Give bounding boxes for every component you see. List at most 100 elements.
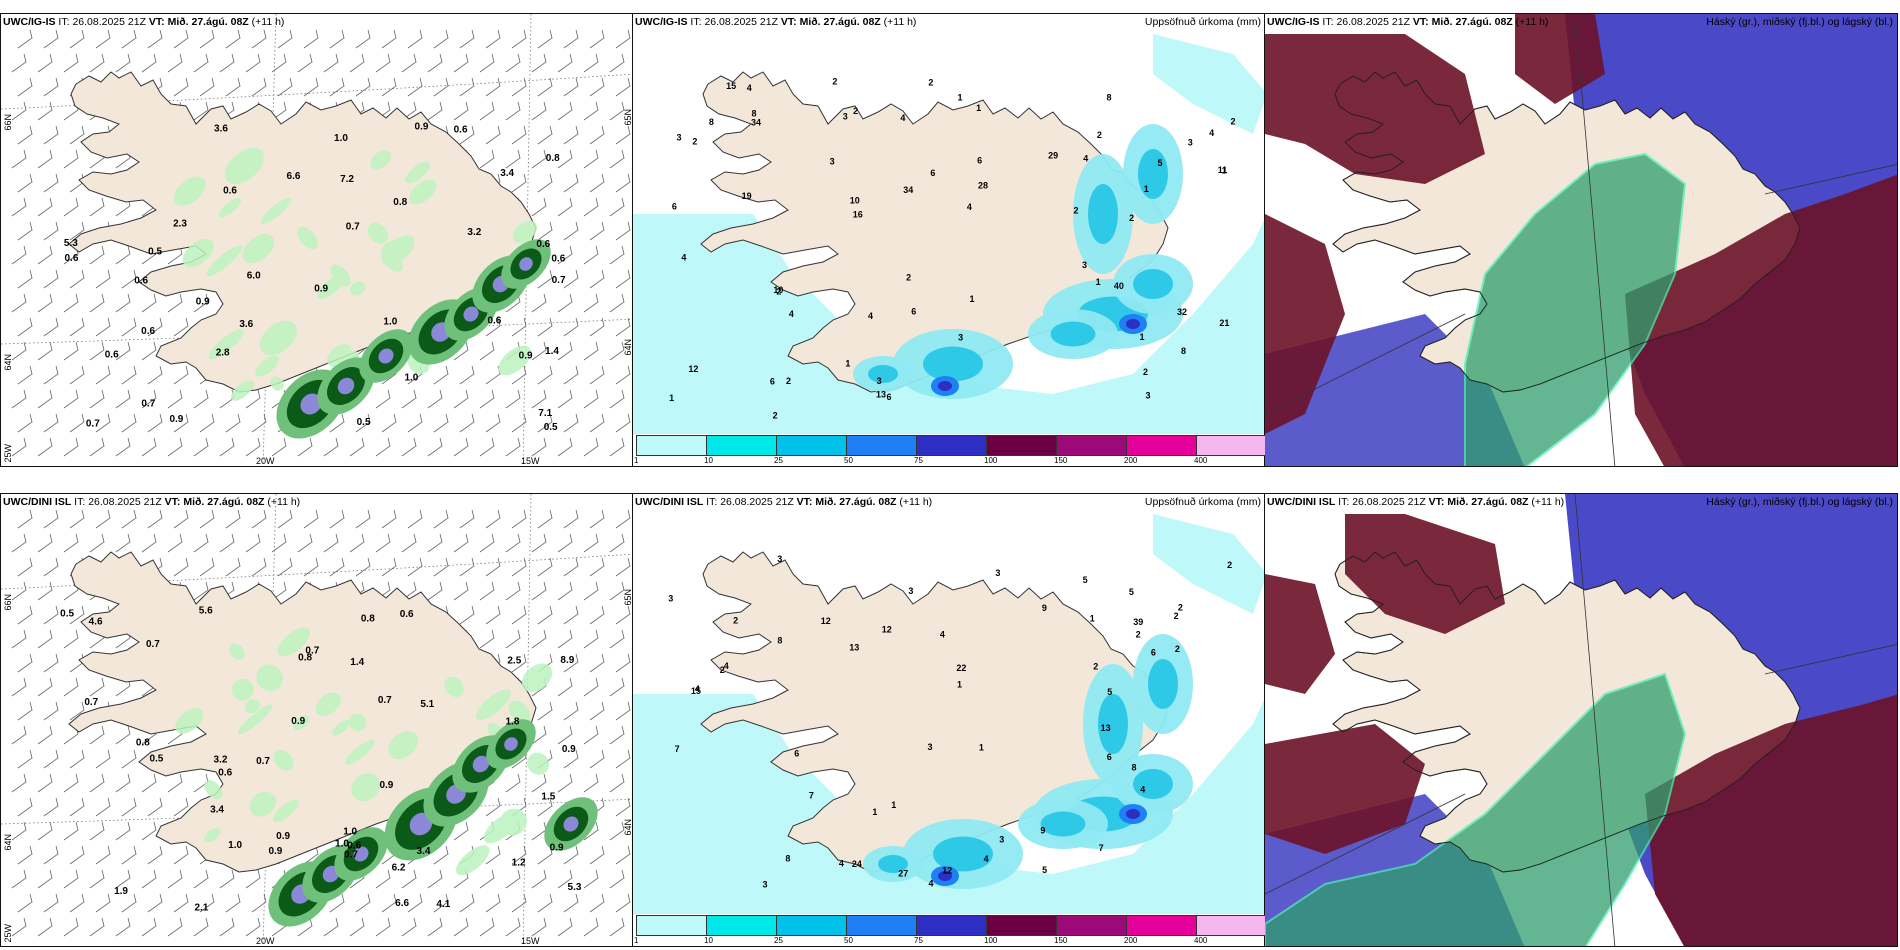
lat-label: 64N [3, 834, 13, 851]
precip-value-label: 6 [911, 306, 916, 316]
lon-label: 20W [256, 456, 275, 466]
panel-header: UWC/IG-IS IT: 26.08.2025 21Z VT: Mið. 27… [3, 16, 284, 28]
panel-header: UWC/IG-IS IT: 26.08.2025 21Z VT: Mið. 27… [635, 16, 916, 28]
lead-time: (+11 h) [251, 16, 285, 28]
precip-value-label: 3 [777, 554, 782, 564]
cloud-map [1265, 14, 1897, 466]
value-label: 7.1 [538, 408, 552, 419]
precip-value-label: 8 [1181, 346, 1186, 356]
valid-time-value: Mið. 27.ágú. 08Z [183, 496, 265, 508]
precip-value-label: 3 [958, 333, 963, 343]
panel-header: UWC/DINI ISL IT: 26.08.2025 21Z VT: Mið.… [3, 496, 300, 508]
valid-time-label: VT: [780, 16, 797, 28]
colorbar-tick-label: 75 [914, 456, 923, 465]
precip-value-label: 5 [1129, 587, 1134, 597]
value-label: 5.6 [199, 606, 213, 617]
value-label: 5.3 [64, 238, 78, 249]
precip-value-label: 1 [976, 103, 981, 113]
precip-value-label: 1 [845, 358, 850, 368]
colorbar-tick-label: 100 [984, 456, 998, 465]
value-label: 0.7 [305, 645, 319, 656]
colorbar-swatch [637, 436, 707, 455]
valid-time-label: VT: [1412, 16, 1429, 28]
value-label: 0.7 [378, 695, 392, 706]
precip-value-label: 1 [1140, 332, 1145, 342]
value-label: 3.4 [210, 805, 224, 816]
precip-value-label: 5 [1083, 575, 1088, 585]
value-label: 0.7 [256, 756, 270, 767]
precip-value-label: 4 [681, 252, 686, 262]
value-label: 6.6 [395, 898, 409, 909]
colorbar-tick-label: 10 [704, 456, 713, 465]
valid-time-value: Mið. 27.ágú. 08Z [1431, 16, 1513, 28]
valid-time-value: Mið. 27.ágú. 08Z [799, 16, 881, 28]
colorbar-tick-label: 25 [774, 936, 783, 945]
precip-value-label: 4 [747, 83, 752, 93]
value-label: 0.6 [64, 253, 78, 264]
colorbar-tick-label: 50 [844, 936, 853, 945]
precip-value-label: 8 [709, 117, 714, 127]
colorbar-swatch [847, 916, 917, 935]
precip-value-label: 6 [672, 201, 677, 211]
precip-value-label: 6 [930, 168, 935, 178]
value-label: 6.2 [392, 862, 406, 873]
precip-value-label: 1 [970, 294, 975, 304]
colorbar-swatch [777, 916, 847, 935]
precip-value-label: 2 [786, 376, 791, 386]
precip-value-label: 39 [1133, 617, 1143, 627]
lead-time: (+11 h) [1531, 496, 1565, 508]
precip-value-label: 15 [726, 81, 736, 91]
precip-value-label: 2 [1136, 630, 1141, 640]
value-label: 4.1 [436, 899, 450, 910]
lat-label: 66N [3, 114, 13, 131]
precip-value-label: 4 [839, 858, 844, 868]
colorbar-swatch [1197, 916, 1265, 935]
precip-value-label: 2 [853, 106, 858, 116]
cloud-map [1265, 494, 1897, 946]
lat-label: 25W [3, 924, 13, 943]
precip-value-label: 28 [978, 181, 988, 191]
precip-value-label: 2 [928, 77, 933, 87]
precip-value-label: 2 [1129, 213, 1134, 223]
panel-header: UWC/DINI ISL IT: 26.08.2025 21Z VT: Mið.… [635, 496, 932, 508]
colorbar-tick-label: 200 [1124, 456, 1138, 465]
precip-value-label: 1 [1096, 277, 1101, 287]
value-label: 3.4 [417, 846, 431, 857]
value-label: 0.6 [536, 239, 550, 250]
value-label: 0.9 [196, 296, 210, 307]
precip-value-label: 8 [752, 108, 757, 118]
value-label: 0.6 [218, 767, 232, 778]
cloud-panel-bottom: UWC/DINI ISL IT: 26.08.2025 21Z VT: Mið.… [1264, 493, 1898, 947]
precip-value-label: 3 [668, 593, 673, 603]
colorbar-tick-label: 150 [1054, 936, 1068, 945]
colorbar-tick-label: 1 [634, 456, 639, 465]
precip-value-label: 4 [900, 113, 905, 123]
lat-label: 64N [623, 819, 633, 836]
precip-value-label: 9 [1040, 826, 1045, 836]
precip-value-label: 5 [1042, 865, 1047, 875]
precip-value-label: 4 [1083, 153, 1088, 163]
precip-value-label: 2 [1174, 611, 1179, 621]
colorbar-swatch [637, 916, 707, 935]
colorbar-swatch [707, 916, 777, 935]
panel-title: Háský (gr.), miðský (fj.bl.) og lágský (… [1706, 496, 1893, 508]
precip-value-label: 2 [1227, 560, 1232, 570]
value-label: 0.9 [550, 842, 564, 853]
value-label: 0.8 [361, 613, 375, 624]
precip-panel-top: 2 1 1 2 2 1 2 2 2 4 3 1 2 3 2 6 4 3 3 3 1 1 8 4 2 6 2 1 2 1 4 8 8 21 2 1 6 3 4… [632, 13, 1266, 467]
init-time-label: IT: [58, 16, 70, 28]
value-label: 3.4 [500, 168, 514, 179]
precip-value-label: 4 [1140, 784, 1145, 794]
precip-value-label: 2 [1097, 130, 1102, 140]
valid-time-value: Mið. 27.ágú. 08Z [815, 496, 897, 508]
value-label: 1.9 [114, 886, 128, 897]
precip-value-label: 1 [979, 742, 984, 752]
value-label: 0.6 [400, 609, 414, 620]
value-label: 0.7 [86, 419, 100, 430]
valid-time-label: VT: [1428, 496, 1445, 508]
value-label: 1.0 [383, 317, 397, 328]
colorbar-tick-label: 150 [1054, 456, 1068, 465]
valid-time-value: Mið. 27.ágú. 08Z [1447, 496, 1529, 508]
precip-value-label: 8 [777, 636, 782, 646]
